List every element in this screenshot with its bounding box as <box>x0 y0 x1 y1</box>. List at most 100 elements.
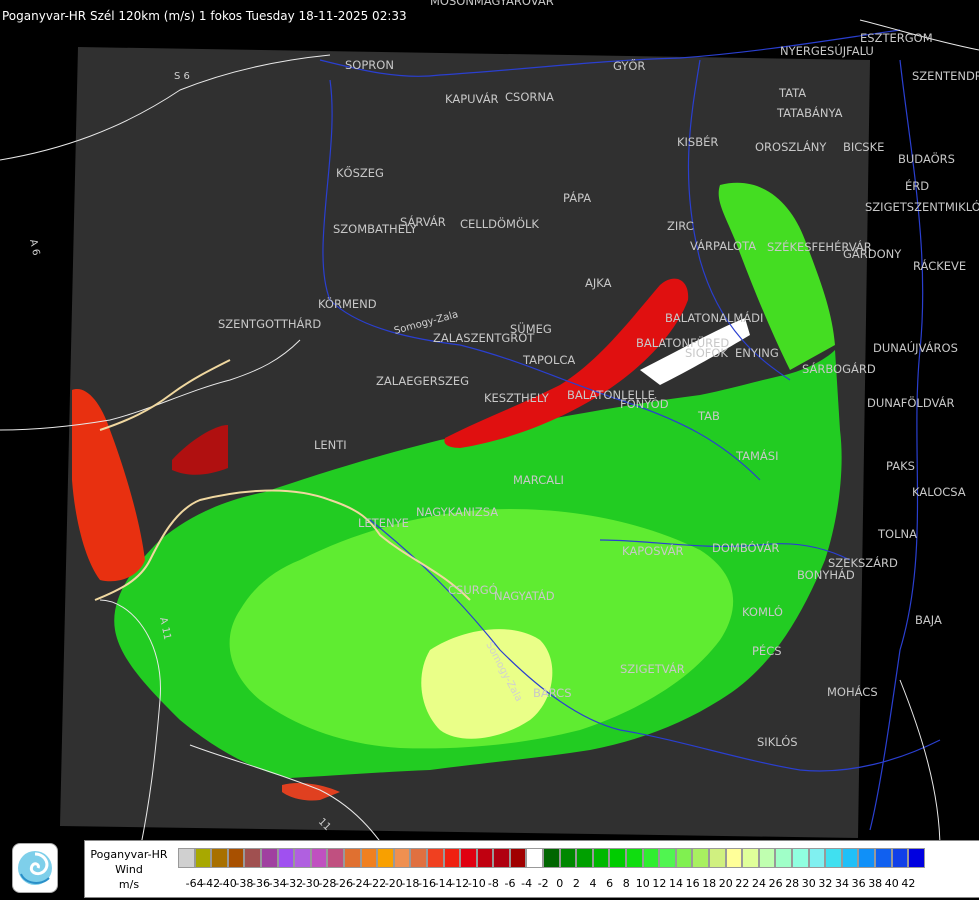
legend-swatch <box>725 848 743 868</box>
city-label: BUDAÖRS <box>898 150 955 166</box>
legend-tick-label: 22 <box>735 877 750 890</box>
legend-swatch <box>891 848 909 868</box>
legend-tick-label: 38 <box>868 877 883 890</box>
city-label: ZALAEGERSZEG <box>376 374 469 388</box>
city-label: KISBÉR <box>677 134 718 149</box>
city-label: ESZTERGOM <box>860 31 933 45</box>
product-title: Poganyvar-HR Szél 120km (m/s) 1 fokos Tu… <box>2 9 407 23</box>
city-label: KESZTHELY <box>484 391 550 405</box>
legend-swatch <box>908 848 925 868</box>
legend-tick-label: 8 <box>622 877 630 890</box>
legend-swatches <box>178 848 925 868</box>
legend-swatch <box>675 848 693 868</box>
legend-tick-label: 2 <box>572 877 580 890</box>
wind-field-receding-balaton <box>444 278 689 448</box>
legend-swatch <box>178 848 195 868</box>
color-legend: Poganyvar-HR Wind m/s -64 -42 -40 -38 -36 -34… <box>84 840 979 898</box>
legend-swatch <box>194 848 212 868</box>
legend-tick-label: 6 <box>606 877 614 890</box>
city-label: SZENTGOTTHÁRD <box>218 316 321 331</box>
city-label: LETENYE <box>358 516 409 530</box>
city-label: BAJA <box>915 613 942 627</box>
city-label: SZOMBATHELY <box>333 222 418 236</box>
city-label: OROSZLÁNY <box>755 139 827 154</box>
legend-product: Wind <box>115 863 143 876</box>
legend-swatch <box>825 848 842 868</box>
city-label: SZIGETVÁR <box>620 661 685 676</box>
legend-swatch <box>841 848 859 868</box>
city-label: BALATONLELLE <box>567 388 655 402</box>
legend-swatch <box>277 848 295 868</box>
legend-tick-label: 26 <box>768 877 783 890</box>
wind-field-receding-lenti <box>172 425 228 475</box>
legend-swatch <box>426 848 444 868</box>
city-label: CSORNA <box>505 90 554 104</box>
legend-swatch <box>493 848 510 868</box>
legend-tick-label: -8 <box>487 877 499 890</box>
legend-ticks: -64 -42 -40 -38 -36 -34 -32 -30 -28 -26 -24 -22 -20-… <box>178 877 978 891</box>
legend-swatch <box>360 848 378 868</box>
city-label: KÖRMEND <box>318 295 377 311</box>
city-label: SZIGETSZENTMIKLÓS <box>865 199 979 214</box>
city-label: PÉCS <box>752 643 782 658</box>
legend-tick-label: -64 <box>185 877 204 890</box>
legend-swatch <box>227 848 245 868</box>
legend-swatch <box>509 848 527 868</box>
legend-tick-label: -40 <box>218 877 237 890</box>
city-label: BALATONFÜRED <box>636 334 729 350</box>
city-label: SZÉKESFEHÉRVÁR <box>767 239 872 254</box>
road-label: S 6 <box>174 71 190 82</box>
city-label: KŐSZEG <box>336 165 384 180</box>
legend-swatch <box>858 848 875 868</box>
legend-swatch <box>327 848 344 868</box>
legend-swatch <box>758 848 776 868</box>
legend-swatch <box>343 848 361 868</box>
legend-swatch <box>609 848 627 868</box>
city-label: TATABÁNYA <box>776 105 843 120</box>
legend-swatch <box>659 848 676 868</box>
wind-field-receding-south <box>282 782 340 801</box>
legend-swatch <box>526 848 544 868</box>
city-label: SIKLÓS <box>757 734 798 749</box>
legend-tick-label: 24 <box>752 877 766 890</box>
city-label: CSURGÓ <box>448 582 498 597</box>
country-borders <box>0 19 979 871</box>
legend-tick-label: 0 <box>556 877 564 890</box>
legend-tick-label: 32 <box>818 877 833 890</box>
city-label: VÁRPALOTA <box>690 238 756 253</box>
legend-tick-label: 10 <box>635 877 650 890</box>
legend-swatch <box>559 848 577 868</box>
legend-swatch <box>742 848 759 868</box>
city-label: ENYING <box>735 346 779 360</box>
city-label: SÁRVÁR <box>400 214 446 229</box>
wind-field-light <box>229 509 734 749</box>
legend-swatch <box>692 848 709 868</box>
legend-swatch <box>592 848 610 868</box>
wind-field-yellow <box>421 629 553 739</box>
city-label: KAPOSVÁR <box>622 543 683 558</box>
legend-tick-label: 42 <box>901 877 916 890</box>
legend-tick-label: -6 <box>504 877 516 890</box>
city-label: TAB <box>697 409 720 423</box>
legend-tick-label: 30 <box>801 877 816 890</box>
city-label: SZEKSZÁRD <box>828 555 898 570</box>
legend-swatch <box>808 848 826 868</box>
city-label: TAPOLCA <box>522 353 575 367</box>
city-label: KALOCSA <box>912 485 966 499</box>
legend-tick-label: -34 <box>268 877 287 890</box>
legend-tick-label: -14 <box>434 877 453 890</box>
legend-swatch <box>874 848 892 868</box>
legend-tick-label: -22 <box>368 877 387 890</box>
legend-tick-label: -18 <box>401 877 420 890</box>
swirl-logo-icon <box>18 851 52 885</box>
city-label: SÜMEG <box>510 320 552 336</box>
city-label: GÁRDONY <box>843 246 902 261</box>
legend-swatch <box>260 848 278 868</box>
legend-tick-label: -30 <box>301 877 320 890</box>
legend-swatch <box>377 848 394 868</box>
legend-tick-label: 14 <box>669 877 683 890</box>
city-label: KOMLÓ <box>742 604 783 619</box>
city-label: BICSKE <box>843 140 884 154</box>
city-label: CELLDÖMÖLK <box>460 215 539 231</box>
legend-tick-label: -20 <box>384 877 403 890</box>
